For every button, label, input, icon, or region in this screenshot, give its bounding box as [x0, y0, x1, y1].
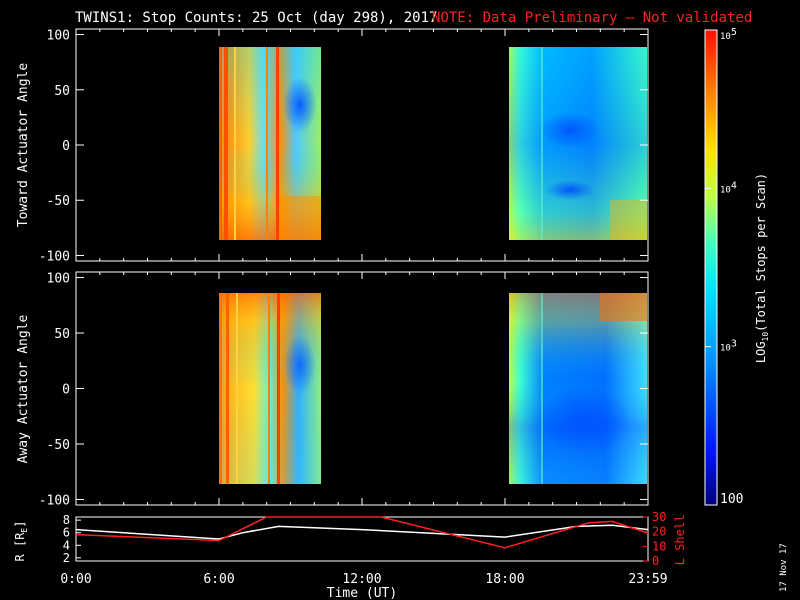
colorbar-scale [704, 29, 718, 506]
colorbar-tick-label: 105 [720, 27, 737, 42]
colorbar-label: LOG10(Total Stops per Scan) [754, 173, 770, 363]
away-ytick-label: 50 [54, 327, 70, 342]
away-angle-panel [75, 271, 649, 506]
toward-ytick-label: -50 [47, 194, 70, 209]
toward-ytick-label: 0 [62, 139, 70, 154]
ephem-left-ytick-label: 4 [63, 538, 70, 552]
x-axis-label: Time (UT) [327, 586, 397, 600]
ephem-right-ytick-label: 20 [652, 525, 666, 539]
colorbar-tick-label: 100 [720, 492, 743, 507]
chart-title: TWINS1: Stop Counts: 25 Oct (day 298), 2… [75, 10, 437, 26]
x-tick-label: 6:00 [203, 572, 234, 587]
l-shell-line [75, 516, 649, 549]
ephem-right-ytick-label: 0 [652, 554, 659, 568]
x-tick-labels: 0:00 6:00 12:00 18:00 23:59 [60, 572, 667, 587]
colorbar-ticks: 105 104 103 100 [705, 27, 743, 507]
toward-ytick-label: -100 [39, 249, 70, 264]
toward-angle-panel [75, 28, 649, 262]
x-tick-label: 23:59 [628, 572, 667, 587]
toward-angle-ylabel: Toward Actuator Angle [16, 63, 31, 228]
away-ytick-label: 100 [47, 272, 70, 287]
colorbar: 105 104 103 100 [704, 27, 743, 507]
ephemeris-r-ylabel: R [RE] [13, 521, 29, 562]
ephemeris-panel [75, 516, 649, 562]
away-ytick-label: -100 [39, 493, 70, 508]
x-tick-label: 0:00 [60, 572, 91, 587]
away-angle-ylabel: Away Actuator Angle [16, 314, 31, 463]
colorbar-tick-label: 104 [720, 180, 737, 195]
ephem-left-ytick-label: 8 [63, 513, 70, 527]
preliminary-note: NOTE: Data Preliminary — Not validated [432, 10, 752, 26]
ephem-left-ytick-label: 6 [63, 526, 70, 540]
ephem-left-ytick-label: 2 [63, 551, 70, 565]
x-tick-label: 18:00 [485, 572, 524, 587]
away-heatmap [219, 293, 647, 484]
ephem-right-ytick-label: 30 [652, 510, 666, 524]
date-stamp: 17 Nov 17 [779, 543, 789, 592]
ephem-right-ytick-label: 10 [652, 539, 666, 553]
ephemeris-lshell-ylabel: L Shell [673, 515, 687, 566]
away-angle-yticks: 100 50 0 -50 -100 [39, 272, 648, 508]
ephemeris-lines [75, 516, 649, 549]
x-tick-label: 12:00 [342, 572, 381, 587]
toward-angle-yticks: 100 50 0 -50 -100 [39, 29, 648, 264]
away-ytick-label: -50 [47, 438, 70, 453]
toward-ytick-label: 100 [47, 29, 70, 44]
toward-ytick-label: 50 [54, 84, 70, 99]
away-ytick-label: 0 [62, 383, 70, 398]
toward-heatmap [219, 47, 647, 240]
colorbar-tick-label: 103 [720, 339, 737, 354]
